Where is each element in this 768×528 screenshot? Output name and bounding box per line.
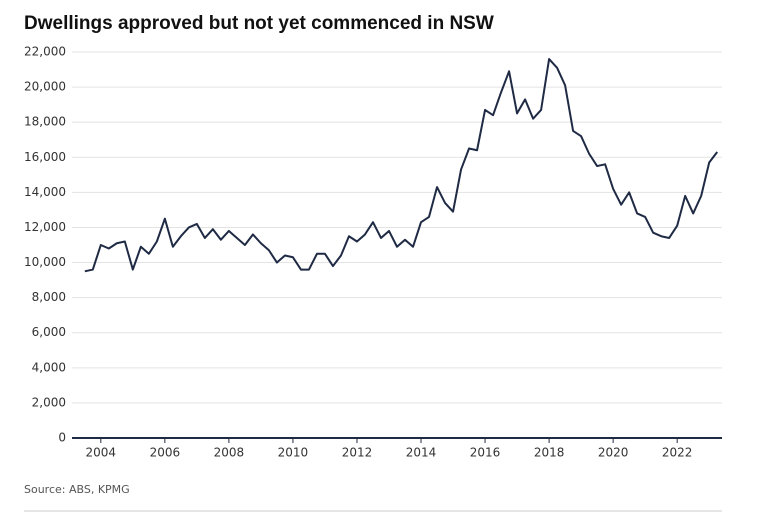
y-tick-label: 20,000 [24,80,66,94]
y-tick-label: 0 [58,431,66,445]
x-tick-label: 2018 [534,446,565,460]
y-tick-label: 22,000 [24,45,66,59]
y-tick-label: 2,000 [32,395,66,409]
x-tick-label: 2016 [470,446,501,460]
y-tick-label: 8,000 [32,290,66,304]
line [84,58,718,273]
x-tick-label: 2022 [662,446,693,460]
y-tick-label: 6,000 [32,325,66,339]
x-tick-label: 2008 [214,446,245,460]
x-tick-label: 2020 [598,446,629,460]
source-note: Source: ABS, KPMG [24,483,130,496]
x-tick-label: 2012 [342,446,373,460]
x-tick-label: 2014 [406,446,437,460]
chart-title: Dwellings approved but not yet commenced… [24,13,494,34]
y-tick-label: 18,000 [24,115,66,129]
x-tick-label: 2010 [278,446,309,460]
y-tick-label: 10,000 [24,255,66,269]
y-tick-label: 16,000 [24,150,66,164]
y-tick-label: 4,000 [32,360,66,374]
x-tick-label: 2006 [150,446,181,460]
x-tick-label: 2004 [86,446,117,460]
y-tick-label: 12,000 [24,220,66,234]
y-tick-label: 14,000 [24,185,66,199]
